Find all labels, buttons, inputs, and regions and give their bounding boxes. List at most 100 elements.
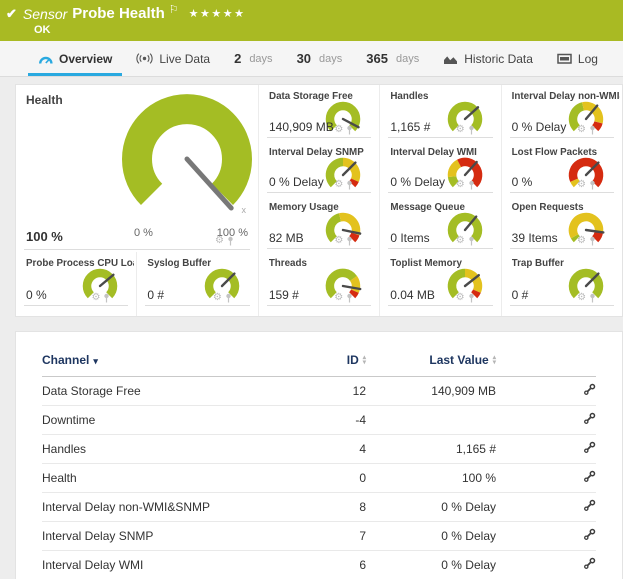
pin-icon[interactable]: [589, 180, 596, 190]
tile-divider: [509, 305, 615, 306]
channel-name[interactable]: Interval Delay WMI: [42, 550, 271, 579]
gauge-chart: [568, 101, 604, 132]
tile-divider: [145, 305, 250, 306]
pin-icon[interactable]: [103, 293, 110, 303]
gear-icon[interactable]: ⚙: [577, 235, 586, 246]
channel-table: Channel ▾ ID ▴ ▾ Last Value ▴ ▾ Data Storage …: [42, 345, 596, 579]
gauge-chart: [447, 101, 482, 132]
pin-icon[interactable]: [346, 236, 353, 246]
tile-actions: ⚙: [455, 123, 475, 135]
table-row[interactable]: Downtime -4: [42, 405, 596, 435]
sensor-header: ✔ Sensor Probe Health ⚐ ★★★★★ OK: [0, 0, 623, 41]
channel-settings-icon[interactable]: [583, 557, 596, 570]
channel-name[interactable]: Interval Delay SNMP: [42, 521, 271, 551]
channel-name[interactable]: Data Storage Free: [42, 376, 271, 406]
gauge-chart: [447, 157, 482, 187]
tab-2-days[interactable]: 2 days: [222, 41, 284, 76]
pin-icon[interactable]: [468, 236, 475, 246]
gear-icon[interactable]: ⚙: [334, 292, 344, 303]
channel-settings-icon[interactable]: [583, 383, 596, 396]
gear-icon[interactable]: ⚙: [577, 123, 586, 135]
column-header-id[interactable]: ID ▴ ▾: [271, 345, 366, 377]
flag-icon[interactable]: ⚐: [168, 4, 179, 16]
status-badge: OK: [34, 24, 51, 36]
pin-icon[interactable]: [346, 180, 353, 190]
sort-desc-icon: ▾: [93, 356, 98, 366]
channel-name[interactable]: Health: [42, 463, 271, 493]
gear-icon[interactable]: ⚙: [577, 292, 587, 303]
gauge-value: 0 % Delay: [269, 175, 324, 190]
gear-icon[interactable]: ⚙: [455, 179, 465, 191]
tab-live-data[interactable]: Live Data: [124, 41, 222, 76]
pin-icon[interactable]: [468, 125, 475, 135]
pin-icon[interactable]: [589, 293, 596, 303]
channel-settings-icon[interactable]: [583, 470, 596, 483]
gear-icon[interactable]: ⚙: [334, 123, 344, 135]
tab-365-days-unit: days: [395, 52, 420, 65]
pin-icon[interactable]: [225, 293, 232, 303]
gear-icon[interactable]: ⚙: [215, 235, 224, 246]
gauge-chart: [326, 213, 362, 243]
gauge-tile: Data Storage Free 140,909 MB ⚙: [258, 85, 379, 141]
pin-icon[interactable]: [468, 293, 475, 303]
gauge-value: 1,165 #: [390, 119, 431, 134]
channel-settings-icon[interactable]: [583, 528, 596, 541]
table-row[interactable]: Handles 4 1,165 #: [42, 434, 596, 464]
channel-name[interactable]: Downtime: [42, 405, 271, 435]
tab-2-days-number: 2: [234, 51, 242, 66]
gauge-title: Interval Delay non-WMI&SNMP: [511, 91, 620, 102]
tab-historic-data[interactable]: Historic Data: [431, 41, 545, 76]
tab-30-days[interactable]: 30 days: [285, 41, 355, 76]
gear-icon[interactable]: ⚙: [455, 123, 465, 135]
pin-icon[interactable]: [589, 125, 596, 135]
pin-icon[interactable]: [346, 125, 353, 135]
gauge-tile: Interval Delay SNMP 0 % Delay ⚙: [258, 140, 379, 197]
gauge-tile: Threads 159 # ⚙: [257, 252, 379, 316]
health-gauge-chart: [122, 94, 252, 211]
gauge-chart: [326, 101, 361, 132]
pin-icon[interactable]: [227, 236, 234, 246]
table-row[interactable]: Health 0 100 %: [42, 463, 596, 493]
gear-icon[interactable]: ⚙: [334, 235, 344, 246]
table-row[interactable]: Interval Delay WMI 6 0 % Delay: [42, 550, 596, 579]
gauge-title: Handles: [390, 91, 429, 102]
channel-name[interactable]: Interval Delay non-WMI&SNMP: [42, 492, 271, 522]
channel-settings-icon[interactable]: [583, 441, 596, 454]
gauge-chart: [447, 213, 482, 243]
gear-icon[interactable]: ⚙: [212, 292, 222, 303]
table-row[interactable]: Interval Delay SNMP 7 0 % Delay: [42, 521, 596, 551]
tile-actions: ⚙: [577, 236, 596, 246]
gauge-value: 0 %: [511, 175, 533, 190]
gauge-value: 0 #: [147, 288, 165, 302]
table-row[interactable]: Interval Delay non-WMI&SNMP 8 0 % Delay: [42, 492, 596, 522]
channel-settings-icon[interactable]: [583, 412, 596, 425]
sensor-category-label: Sensor: [22, 5, 68, 22]
pin-icon[interactable]: [346, 293, 353, 303]
column-header-last-value[interactable]: Last Value ▴ ▾: [366, 345, 496, 377]
channel-id: 8: [271, 492, 366, 522]
channel-name[interactable]: Handles: [42, 434, 271, 464]
tab-historic-data-label: Historic Data: [464, 51, 533, 66]
gear-icon[interactable]: ⚙: [577, 179, 586, 191]
priority-stars[interactable]: ★★★★★: [188, 8, 246, 20]
tab-bar: Overview Live Data 2 days 30 days 365 da…: [0, 41, 623, 77]
tile-actions: ⚙: [334, 180, 353, 190]
gear-icon[interactable]: ⚙: [455, 235, 465, 246]
tile-divider: [267, 136, 372, 138]
gear-icon[interactable]: ⚙: [455, 292, 465, 303]
gauge-tile: Lost Flow Packets 0 % ⚙: [500, 140, 622, 197]
table-row[interactable]: Data Storage Free 12 140,909 MB: [42, 376, 596, 406]
channel-settings-icon[interactable]: [583, 499, 596, 512]
channel-id: 0: [271, 463, 366, 493]
gauges-panel: Health x 0 % 100 % 100 % ⚙ Data Storage …: [15, 84, 623, 317]
pin-icon[interactable]: [589, 236, 596, 246]
pin-icon[interactable]: [468, 180, 475, 190]
gear-icon[interactable]: ⚙: [91, 292, 101, 303]
tab-overview[interactable]: Overview: [26, 41, 124, 76]
gauge-title: Open Requests: [511, 202, 584, 214]
tab-365-days[interactable]: 365 days: [354, 41, 431, 76]
tab-log[interactable]: Log: [545, 41, 610, 76]
gauge-value: 82 MB: [269, 231, 304, 245]
column-header-channel[interactable]: Channel ▾: [42, 345, 271, 377]
gear-icon[interactable]: ⚙: [334, 179, 344, 191]
